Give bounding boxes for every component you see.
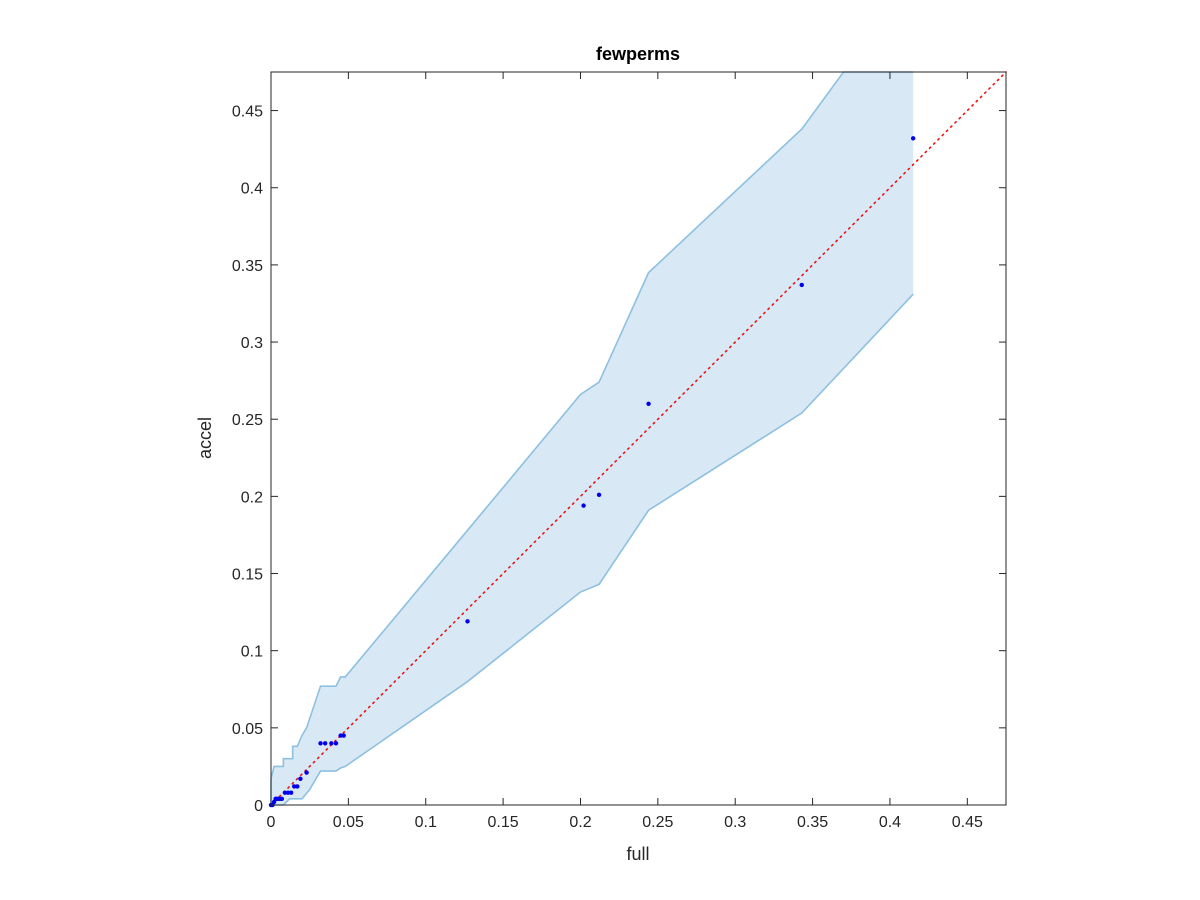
y-tick-label: 0.35 — [232, 258, 263, 275]
data-point — [279, 796, 285, 802]
y-tick-label: 0.2 — [241, 489, 263, 506]
data-point — [596, 492, 602, 498]
data-point — [581, 503, 586, 508]
y-tick-label: 0.05 — [232, 721, 263, 738]
data-point — [298, 776, 303, 781]
data-point — [910, 136, 916, 141]
axes-box — [270, 71, 1007, 806]
y-tick-label: 0.45 — [232, 104, 263, 121]
data-point — [318, 741, 323, 746]
x-tick-label: 0.4 — [879, 814, 901, 831]
data-point — [304, 770, 309, 775]
y-tick-label: 0.1 — [241, 644, 263, 661]
x-tick-label: 0.1 — [415, 814, 437, 831]
data-point — [282, 790, 288, 795]
chart-title: fewperms — [596, 44, 680, 64]
data-point — [333, 741, 339, 746]
y-axis-label: accel — [195, 417, 215, 459]
x-tick-label: 0.3 — [724, 814, 746, 831]
band-upper-edge — [270, 71, 914, 805]
data-point — [292, 784, 297, 789]
data-point — [288, 790, 294, 795]
data-point — [295, 784, 300, 789]
axis-ticks: 0 0.05 0.1 0.15 0.2 0.25 0.3 0.35 0.4 0.45 0 0.05 0.… — [232, 72, 1006, 831]
x-tick-label: 0.2 — [569, 814, 591, 831]
data-point — [285, 790, 291, 795]
data-point — [341, 733, 346, 738]
data-point — [465, 619, 470, 624]
data-point — [322, 741, 328, 746]
y-tick-label: 0 — [254, 798, 263, 815]
x-tick-label: 0.35 — [797, 814, 828, 831]
y-tick-label: 0.25 — [232, 412, 263, 429]
y-tick-label: 0.3 — [241, 335, 263, 352]
x-tick-label: 0.15 — [488, 814, 519, 831]
confidence-band — [271, 72, 914, 805]
y-tick-label: 0.4 — [241, 181, 263, 198]
x-tick-label: 0.25 — [642, 814, 673, 831]
y-tick-label: 0.15 — [232, 567, 263, 584]
x-tick-label: 0.45 — [952, 814, 983, 831]
x-tick-label: 0.05 — [333, 814, 364, 831]
data-point — [799, 282, 804, 288]
band-lower-edge — [271, 293, 914, 806]
data-point — [338, 733, 343, 738]
x-axis-label: full — [626, 844, 649, 864]
data-point — [329, 741, 334, 746]
reference-diagonal-line — [270, 71, 1007, 806]
x-tick-label: 0 — [267, 814, 276, 831]
data-point — [646, 401, 651, 406]
